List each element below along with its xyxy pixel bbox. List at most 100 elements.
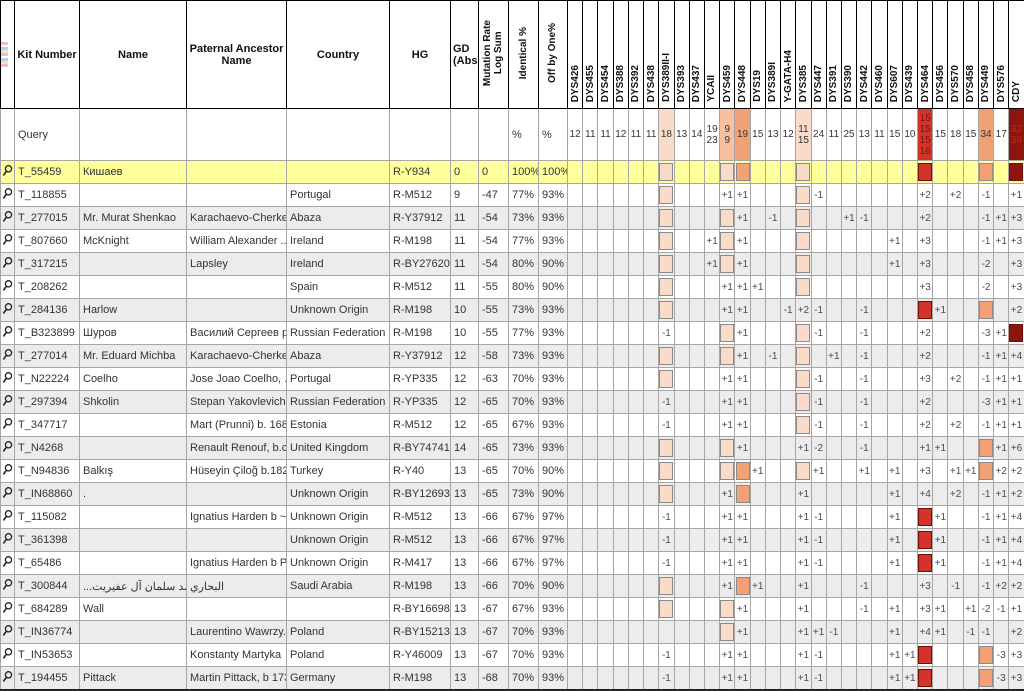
- marker-cell-DYS460: [872, 598, 887, 621]
- marker-cell-DYS607: +1: [887, 230, 902, 253]
- marker-cell-DYS388: [613, 621, 628, 644]
- magnifier-icon[interactable]: [2, 605, 13, 617]
- magnifier-icon[interactable]: [2, 490, 13, 502]
- magnifier-icon[interactable]: [2, 444, 13, 456]
- marker-cell-DYS391: [826, 460, 841, 483]
- hg-cell: R-M512: [390, 184, 451, 207]
- marker-cell-DYS447: -1: [811, 529, 826, 552]
- magnifier-icon[interactable]: [2, 582, 13, 594]
- marker-cell-DYS449: -1: [978, 621, 993, 644]
- identical-pct-cell: 80%: [509, 253, 539, 276]
- marker-cell-DYS389I: [765, 276, 780, 299]
- query-marker-cell-DYS455: 11: [583, 109, 598, 161]
- marker-diff-swatch: [659, 347, 673, 365]
- row-actions-cell: [1, 529, 15, 552]
- marker-cell-DYS438: [644, 598, 659, 621]
- marker-cell-CDY: +3: [1009, 230, 1024, 253]
- magnifier-icon[interactable]: [2, 168, 13, 180]
- marker-cell-DYS426: [568, 299, 583, 322]
- magnifier-icon[interactable]: [2, 651, 13, 663]
- paternal-ancestor-cell: Laurentino Wawrzy...: [187, 621, 287, 644]
- hg-cell: R-M512: [390, 529, 451, 552]
- marker-cell-DYS389II-I: [659, 437, 674, 460]
- marker-cell-CDY: +1: [1009, 414, 1024, 437]
- magnifier-icon[interactable]: [2, 306, 13, 318]
- marker-cell-DYS390: [841, 483, 856, 506]
- hg-cell: R-Y46009: [390, 644, 451, 667]
- magnifier-icon[interactable]: [2, 398, 13, 410]
- magnifier-icon[interactable]: [2, 674, 13, 686]
- marker-cell-DYS459: +1: [720, 552, 735, 575]
- marker-diff-swatch: [659, 163, 673, 181]
- marker-cell-DYS388: [613, 667, 628, 691]
- marker-diff-swatch: [796, 370, 810, 388]
- marker-cell-DYS455: [583, 667, 598, 691]
- magnifier-icon[interactable]: [2, 214, 13, 226]
- marker-cell-DYS426: [568, 253, 583, 276]
- kit-number-cell: T_118855: [15, 184, 80, 207]
- marker-cell-DYS437: [689, 184, 704, 207]
- mutation-rate-cell: -66: [479, 575, 509, 598]
- marker-cell-DYS449: -3: [978, 391, 993, 414]
- marker-cell-DYS464: +2: [918, 184, 933, 207]
- name-cell: [80, 414, 187, 437]
- marker-cell-DYS607: +1: [887, 552, 902, 575]
- col-header-marker-DYS464: DYS464: [918, 1, 933, 109]
- marker-cell-DYS454: [598, 437, 613, 460]
- marker-cell-DYS464: +1: [918, 437, 933, 460]
- magnifier-icon[interactable]: [2, 467, 13, 479]
- marker-cell-DYS456: [933, 391, 948, 414]
- magnifier-icon[interactable]: [2, 352, 13, 364]
- marker-cell-DYS439: +1: [902, 644, 917, 667]
- magnifier-icon[interactable]: [2, 421, 13, 433]
- gd-cell: 12: [451, 391, 479, 414]
- magnifier-icon[interactable]: [2, 536, 13, 548]
- offby-pct-cell: 93%: [539, 391, 568, 414]
- name-cell: [80, 552, 187, 575]
- marker-cell-DYS389I: -1: [765, 207, 780, 230]
- magnifier-icon[interactable]: [2, 513, 13, 525]
- marker-cell-DYS389II-I: [659, 575, 674, 598]
- marker-cell-DYS438: [644, 161, 659, 184]
- country-cell: Ireland: [287, 230, 390, 253]
- marker-cell-DYS464: [918, 299, 933, 322]
- kit-number-cell: T_347717: [15, 414, 80, 437]
- magnifier-icon[interactable]: [2, 283, 13, 295]
- marker-cell-DYS442: +1: [857, 460, 872, 483]
- hg-cell: R-M198: [390, 575, 451, 598]
- marker-diff-swatch: [736, 577, 750, 595]
- marker-diff-swatch: [796, 347, 810, 365]
- magnifier-icon[interactable]: [2, 628, 13, 640]
- gd-cell: 13: [451, 667, 479, 691]
- marker-cell-DYS459: +1: [720, 368, 735, 391]
- marker-diff-swatch: [736, 462, 750, 480]
- magnifier-icon[interactable]: [2, 191, 13, 203]
- marker-cell-DYS458: [963, 529, 978, 552]
- marker-cell-DYS385: [796, 276, 811, 299]
- marker-cell-DYS455: [583, 437, 598, 460]
- table-row: T_300844...لي محمد سلمان آل عفيريتالبحار…: [1, 575, 1024, 598]
- marker-cell-DYS570: [948, 345, 963, 368]
- marker-cell-DYS448: +1: [735, 598, 750, 621]
- col-header-marker-CDY: CDY: [1009, 1, 1024, 109]
- col-header-marker-DYS19: DYS19: [750, 1, 765, 109]
- mutation-rate-cell: -66: [479, 529, 509, 552]
- marker-cell-DYS388: [613, 483, 628, 506]
- magnifier-icon[interactable]: [2, 237, 13, 249]
- marker-cell-YCAII: [704, 529, 719, 552]
- country-cell: Unknown Origin: [287, 529, 390, 552]
- kit-number-cell: T_115082: [15, 506, 80, 529]
- marker-cell-DYS454: [598, 253, 613, 276]
- query-marker-cell-Y-GATA-H4: 12: [781, 109, 796, 161]
- marker-cell-DYS426: [568, 276, 583, 299]
- magnifier-icon[interactable]: [2, 375, 13, 387]
- marker-cell-DYS460: [872, 506, 887, 529]
- marker-cell-DYS607: +1: [887, 529, 902, 552]
- mutation-rate-cell: -66: [479, 506, 509, 529]
- magnifier-icon[interactable]: [2, 260, 13, 272]
- marker-cell-DYS455: [583, 483, 598, 506]
- magnifier-icon[interactable]: [2, 329, 13, 341]
- magnifier-icon[interactable]: [2, 559, 13, 571]
